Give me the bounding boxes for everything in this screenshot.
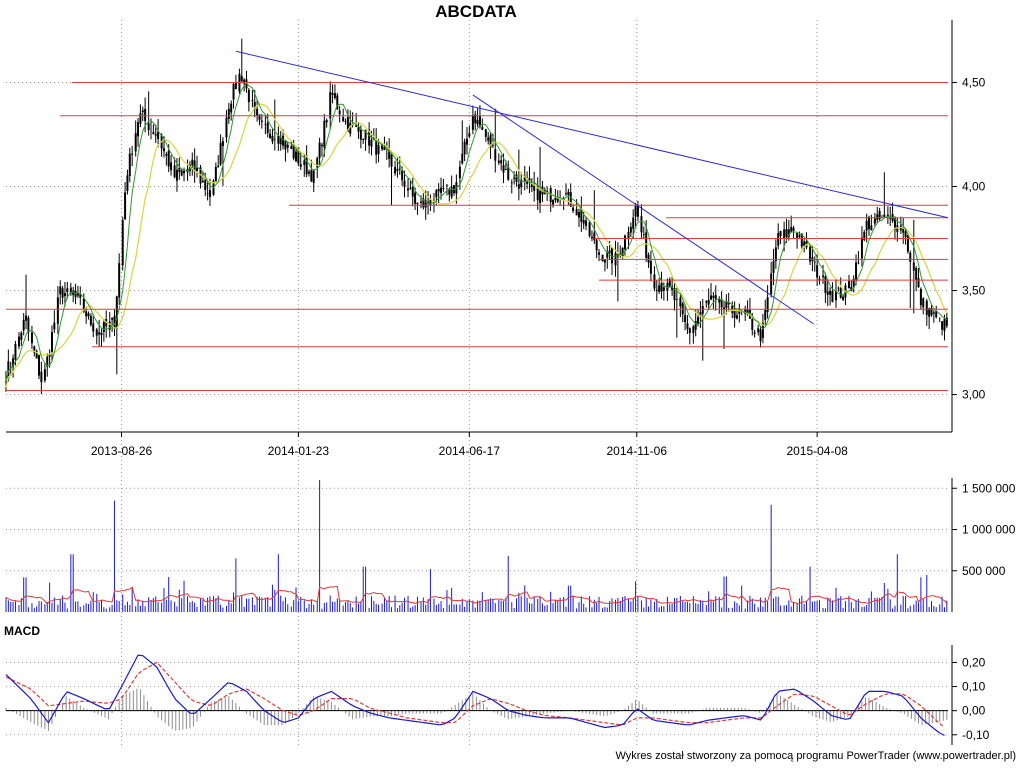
macd-y-tick-label: 0,20 — [962, 655, 986, 669]
macd-y-tick-label: 0,00 — [962, 704, 986, 718]
price-ma-fast — [5, 82, 948, 382]
price-y-tick-label: 3,00 — [962, 388, 986, 402]
footer-credit: Wykres został stworzony za pomocą progra… — [615, 750, 1016, 762]
axes — [6, 20, 957, 745]
x-tick-label: 2014-01-23 — [268, 444, 330, 458]
price-y-tick-label: 4,50 — [962, 75, 986, 89]
price-panel — [5, 38, 949, 395]
price-ma-slow — [5, 103, 948, 388]
volume-ma-line — [5, 585, 948, 606]
chart-title: ABCDATA — [435, 2, 517, 21]
price-y-tick-label: 3,50 — [962, 284, 986, 298]
macd-y-tick-label: 0,10 — [962, 680, 986, 694]
macd-panel — [5, 654, 948, 736]
x-tick-label: 2015-04-08 — [786, 444, 848, 458]
trend-line — [235, 50, 949, 219]
macd-panel-label: MACD — [4, 624, 40, 638]
x-tick-label: 2014-11-06 — [607, 444, 668, 458]
macd-signal-line — [5, 661, 945, 728]
volume-panel — [5, 480, 948, 612]
volume-y-tick-label: 1 000 000 — [962, 523, 1016, 537]
volume-y-tick-label: 500 000 — [962, 564, 1006, 578]
x-tick-label: 2014-06-17 — [439, 444, 501, 458]
macd-line — [5, 654, 945, 736]
volume-y-tick-label: 1 500 000 — [962, 481, 1016, 495]
price-y-tick-label: 4,00 — [962, 180, 986, 194]
macd-y-tick-label: -0,10 — [962, 728, 990, 742]
trend-line — [472, 94, 814, 325]
tick-labels: 2013-08-26 2014-01-23 2014-06-17 2014-11-06… — [91, 75, 1016, 741]
x-tick-label: 2013-08-26 — [91, 444, 153, 458]
